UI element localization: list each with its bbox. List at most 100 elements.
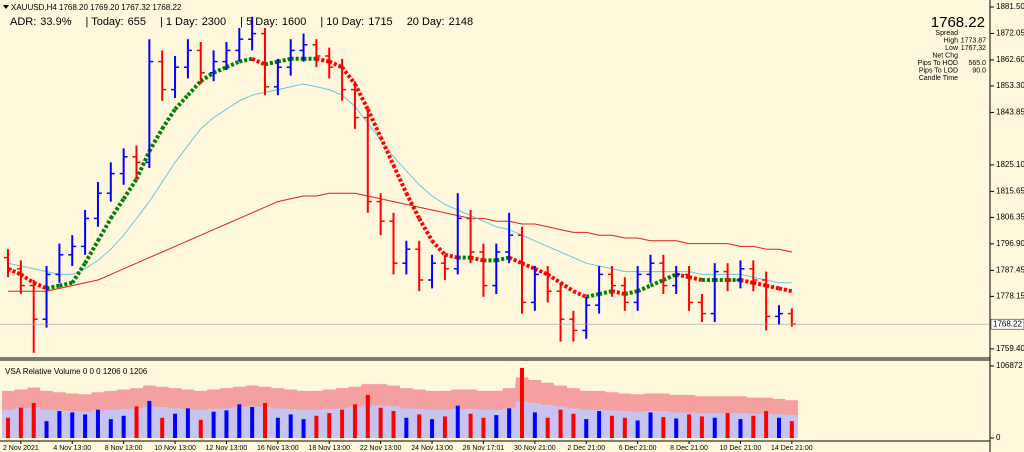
info-label: High [944,37,959,44]
x-tick-label: 6 Dec 21:00 [619,445,657,452]
volume-bar [545,417,550,438]
volume-bar [712,417,717,438]
y-tick-label: 0 [996,433,1001,442]
ma-segment [508,255,523,266]
last-price-label: 1768.22 [993,319,1022,328]
ma-segment [444,252,459,260]
volume-bar [738,419,743,438]
ma-segment [70,262,87,284]
y-tick-label: 1825.10 [996,160,1024,169]
stat-label: | 10 Day: [320,16,364,28]
stat-value: 2148 [449,16,473,28]
volume-bar [160,417,165,438]
ma-segment [391,164,409,195]
volume-bar [648,412,653,438]
volume-bar [661,417,666,438]
x-tick-label: 10 Dec 21:00 [720,445,762,452]
ma-segment [585,292,600,299]
volume-bar [391,411,396,438]
volume-bar [263,402,267,438]
x-tick-label: 26 Nov 17:01 [463,445,505,452]
x-tick-label: 14 Dec 21:00 [771,445,813,452]
stat-label: | 5 Day: [240,16,278,28]
volume-bar [442,416,447,438]
ma-segment [109,197,126,220]
x-tick-label: 2 Dec 21:00 [567,445,605,452]
volume-bar [108,419,113,438]
volume-bar [455,405,460,438]
volume-bar [340,409,345,438]
ma-segment [173,93,190,111]
y-tick-label: 1778.15 [996,291,1024,300]
volume-bar [609,415,614,438]
symbol-icon [3,5,9,9]
ma-segment [134,150,152,181]
x-tick-label: 18 Nov 13:00 [308,445,350,452]
ma-segment [470,255,484,263]
ma-segment [495,255,510,263]
volume-bar [597,411,602,438]
indicator-title: VSA Relative Volume 0 0 0 1206 0 1206 [5,367,148,376]
volume-bar [558,409,563,438]
volume-bar [224,410,229,438]
volume-bar [687,414,692,438]
ma-segment [264,59,279,67]
volume-bar [725,413,730,438]
volume-bar [777,417,781,438]
ma-segment [32,280,48,291]
volume-bar [430,419,435,438]
ma-segment [559,281,575,293]
y-tick-label: 1862.60 [996,55,1024,64]
volume-bar [6,417,10,438]
info-value: 1773.87 [961,37,986,44]
ma-segment [251,56,266,67]
stat-value: 655 [128,16,146,28]
x-tick-label: 12 Nov 13:00 [206,445,248,452]
volume-bar [417,414,422,438]
ma-segment [160,108,177,130]
y-tick-label: 1759.40 [996,344,1024,353]
volume-bar [327,413,332,438]
volume-bar [44,421,49,438]
volume-bar [764,411,769,438]
volume-bar [95,409,100,438]
info-value: 90.0 [972,67,986,74]
stat-value: 1715 [368,16,392,28]
ma-segment [546,272,562,285]
ma-segment [430,239,447,257]
ma-segment [534,266,549,277]
volume-bar [571,413,576,438]
ma-segment [521,261,536,271]
stat-value: 2300 [202,16,226,28]
ma-segment [340,65,357,86]
ma-segment [147,127,164,153]
x-tick-label: 24 Nov 13:00 [411,445,453,452]
stat-label: ADR: [10,16,36,28]
moving-average [7,83,792,284]
ma-segment [624,289,639,296]
volume-bar [584,419,589,438]
x-tick-label: 8 Nov 13:00 [105,445,143,452]
volume-bar [301,419,306,438]
volume-bar [789,421,794,438]
volume-bar [635,420,640,438]
volume-bar [57,411,62,438]
volume-bar [622,417,627,438]
volume-bar [468,413,473,438]
ma-segment [199,71,215,83]
volume-bar [18,407,23,438]
ma-segment [649,278,665,288]
volume-bar [121,415,126,438]
volume-bar [70,412,75,438]
volume-bar [173,413,178,438]
ma-segment [611,289,626,296]
y-tick-label: 1843.85 [996,108,1024,117]
ma-segment [238,56,253,64]
y-tick-label: 1806.35 [996,213,1024,222]
volume-bar [250,407,255,438]
volume-bar [134,406,139,438]
moving-average [8,192,792,292]
info-label: Low [945,45,959,52]
stat-label: 20 Day: [407,16,445,28]
